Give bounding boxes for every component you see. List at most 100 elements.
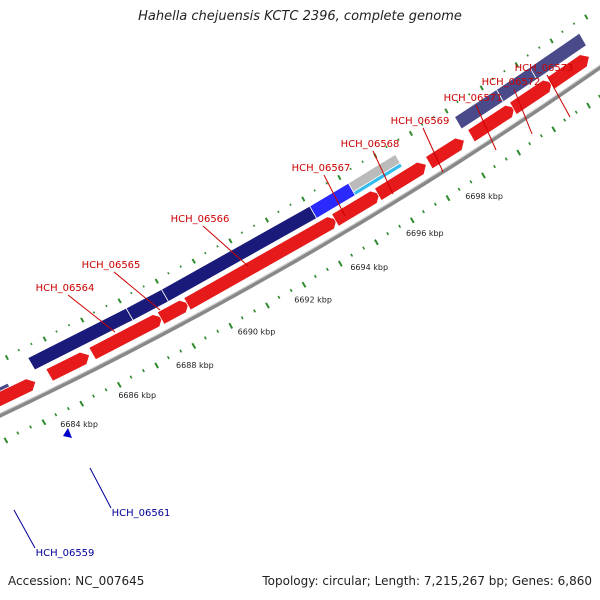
tick-upper [179,265,182,268]
tick-upper [264,217,270,223]
gene-upper-8 [529,32,587,80]
label-connector [513,88,533,135]
tick-lower [228,322,234,329]
gene-forward-9 [467,104,516,143]
label-connector [422,127,444,173]
scale-label: 6698 kbp [465,192,503,201]
tick-lower [289,288,293,293]
label-connector [475,104,497,151]
tick-lower [574,110,578,114]
tick-lower [179,349,183,353]
tick-lower [216,329,220,333]
tick-upper [538,46,541,49]
tick-upper [228,238,233,244]
tick-row-upper [4,14,589,361]
tick-upper [349,167,352,171]
label-connector [323,174,346,217]
tick-lower [350,253,354,257]
tick-lower [386,231,390,236]
gene-forward-8 [424,137,465,170]
scale-label: 6694 kbp [350,263,388,272]
gene-forward-1 [0,378,37,408]
tick-lower [481,172,486,179]
scale-label: 6692 kbp [294,296,332,305]
tick-upper [17,348,20,352]
gene-forward-4 [156,299,190,325]
scale-label: 6688 kbp [176,361,214,370]
tick-row-lower [3,94,600,444]
scale-label: 6684 kbp [60,420,98,429]
label-connector [89,467,112,509]
tick-upper [277,210,280,214]
genome-backbone [0,64,600,418]
gene-forward-5 [183,216,338,311]
gene-forward-11 [546,54,590,90]
tick-lower [469,180,473,184]
tick-lower [409,217,415,224]
tick-lower [551,126,557,133]
tick-lower [166,356,170,360]
tick-lower [16,431,20,435]
tick-lower [29,425,32,429]
tick-upper [514,61,519,68]
tick-lower [203,336,207,340]
tick-lower [54,413,58,417]
tick-upper [92,311,96,314]
tick-lower [66,406,70,411]
tick-upper [130,291,133,295]
label-connector [546,74,571,118]
tick-upper [80,317,85,323]
tick-upper [572,22,576,25]
tick-upper [216,245,219,248]
tick-upper [42,336,47,342]
tick-lower [104,388,108,392]
tick-lower [41,419,47,426]
tick-upper [385,145,388,149]
tick-lower [398,224,402,228]
gene-forward-2 [45,351,91,382]
tick-upper [240,231,244,234]
tick-lower [433,202,437,206]
gene-label: HCH_06566 [171,214,230,225]
tick-upper [526,54,529,57]
tick-upper [30,342,33,346]
gene-upper-5b [352,162,403,196]
gene-forward-6 [331,190,381,227]
tick-upper [142,285,145,288]
tick-upper [561,30,564,33]
tick-lower [154,362,159,369]
gene-labels: HCH_06564 HCH_06565 HCH_06566 HCH_06567 HCH_… [36,63,574,559]
scale-label: 6690 kbp [238,328,276,337]
tick-upper [67,323,71,327]
tick-lower [504,157,508,161]
tick-lower [3,437,9,444]
tick-lower [539,134,543,138]
tick-upper [289,203,292,207]
tick-lower [586,102,591,109]
gene-label: HCH_06572 [482,77,541,88]
tick-upper [325,182,328,185]
scale-label: 6686 kbp [118,391,156,400]
tick-upper [191,258,196,264]
label-connector [67,294,116,333]
tick-upper [154,278,159,284]
tick-upper [4,354,9,361]
tick-lower [563,118,567,122]
position-marker [63,428,72,438]
backbone-line [0,64,600,418]
scale-labels: 6684 kbp 6686 kbp 6688 kbp 6690 kbp 6692 kbp… [60,192,503,429]
tick-upper [491,77,494,81]
gene-label: HCH_06559 [36,548,95,559]
tick-lower [129,375,133,379]
tick-upper [397,138,400,141]
tick-lower [142,368,145,373]
gene-label: HCH_06569 [391,116,450,127]
tick-lower [457,187,461,191]
tick-upper [167,271,170,275]
label-connectors [13,74,571,549]
tick-lower [265,302,270,309]
tick-upper [361,160,364,163]
tick-lower [337,260,343,267]
